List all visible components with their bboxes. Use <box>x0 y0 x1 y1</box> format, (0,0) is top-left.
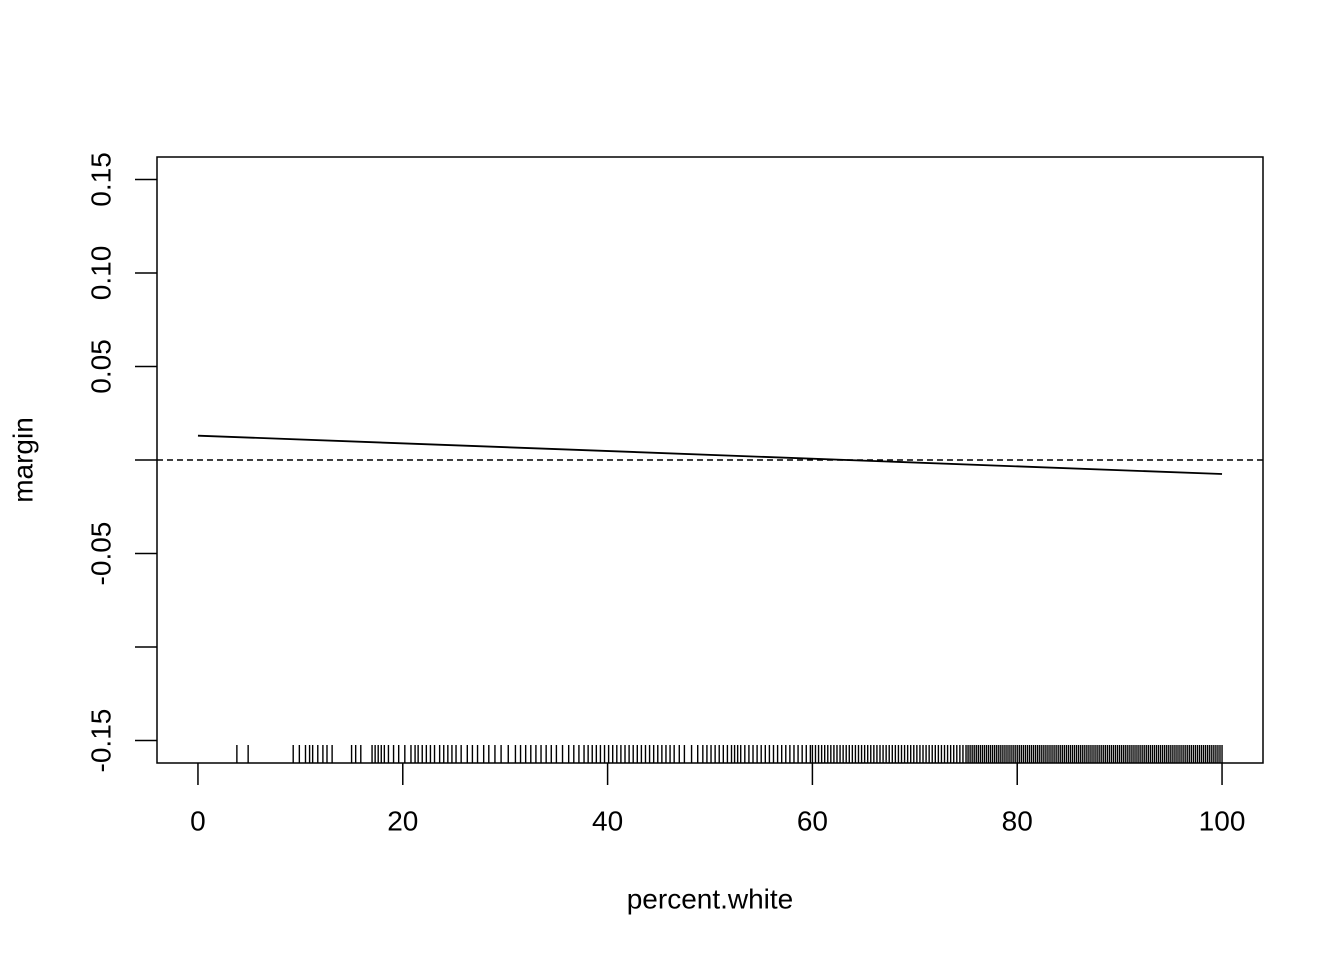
y-axis-label: margin <box>7 417 38 503</box>
y-tick-label: 0.15 <box>85 152 116 207</box>
y-tick-label: 0.10 <box>85 246 116 301</box>
x-tick-label: 80 <box>1002 805 1033 836</box>
fitted-line <box>197 434 1223 475</box>
x-tick-label: 60 <box>797 805 828 836</box>
x-tick-label: 40 <box>592 805 623 836</box>
x-tick-label: 100 <box>1199 805 1246 836</box>
y-tick-label: -0.15 <box>85 709 116 773</box>
x-tick-label: 20 <box>387 805 418 836</box>
y-tick-label: 0.05 <box>85 339 116 394</box>
x-axis-label: percent.white <box>627 883 794 914</box>
y-tick-label: -0.05 <box>85 522 116 586</box>
x-tick-label: 0 <box>190 805 206 836</box>
